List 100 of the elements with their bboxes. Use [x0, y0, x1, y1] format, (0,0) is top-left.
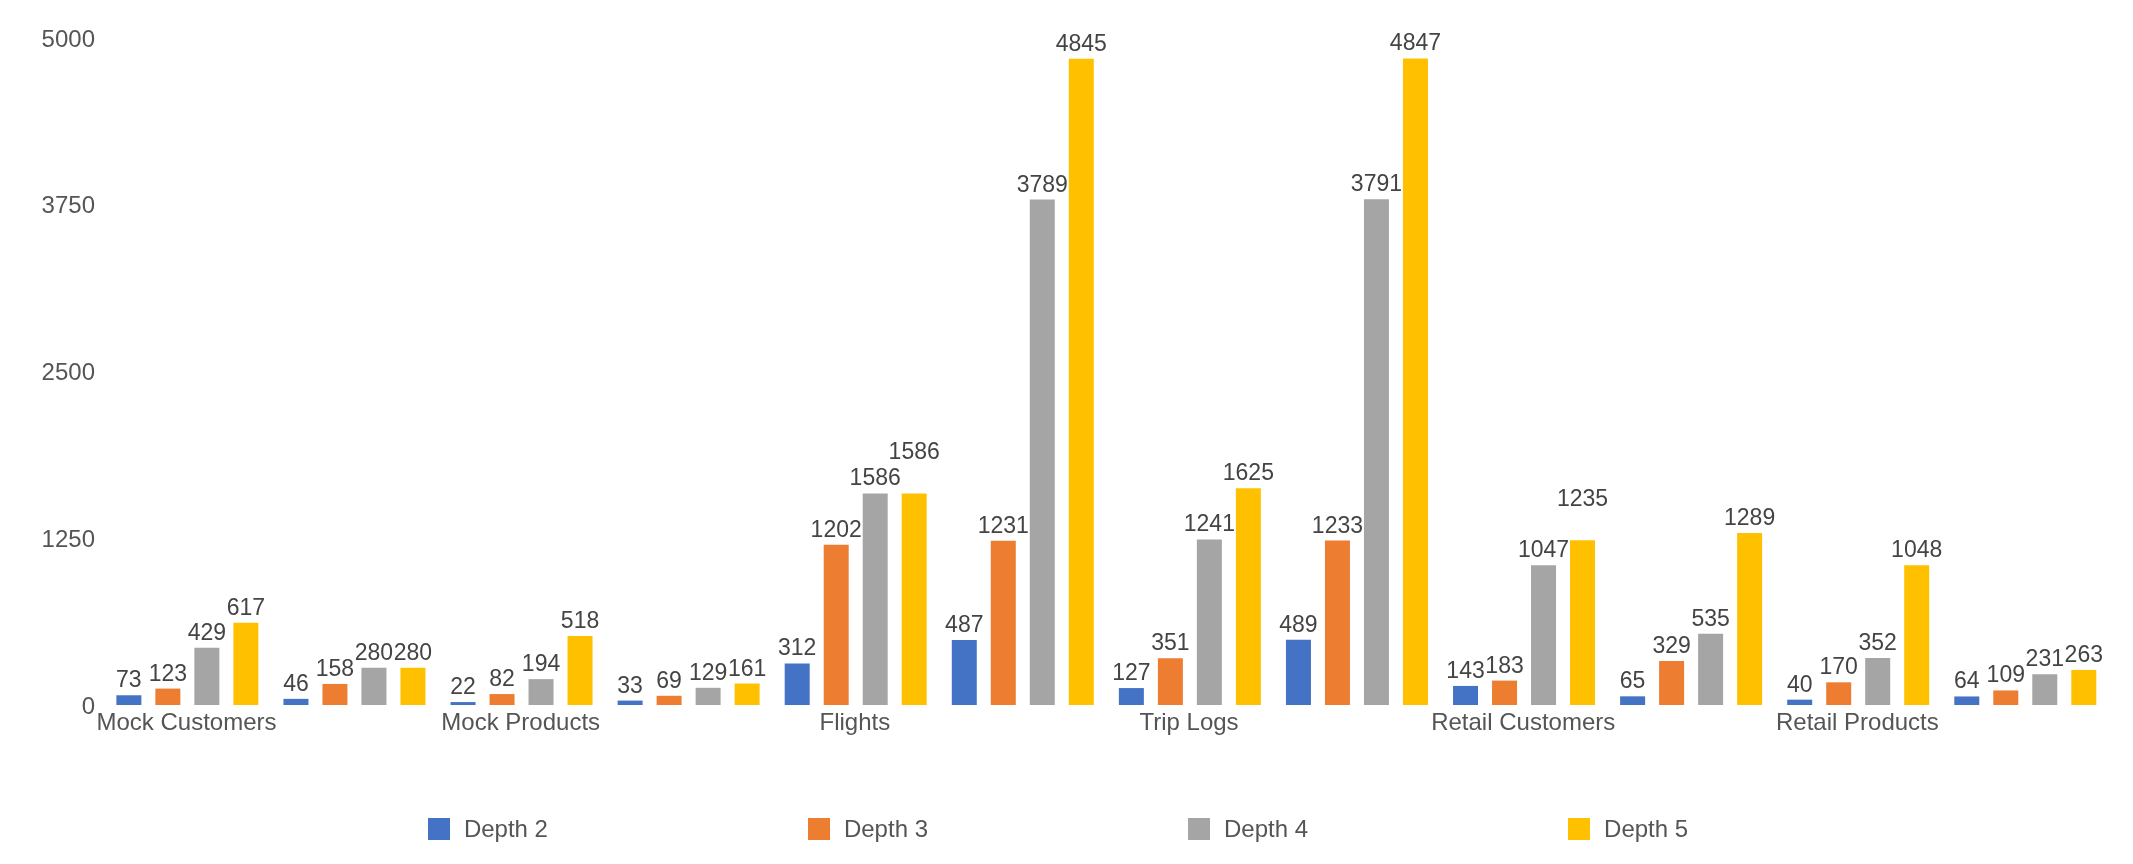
x-tick-label: Mock Customers [96, 708, 277, 736]
y-tick-label: 1250 [41, 524, 95, 552]
bar [823, 544, 849, 705]
data-label: 231 [2025, 645, 2064, 672]
bar [1196, 539, 1222, 705]
bar [1402, 58, 1428, 705]
legend-label: Depth 3 [843, 815, 928, 843]
bar [1954, 696, 1980, 705]
data-label: 1231 [977, 511, 1029, 538]
data-label: 1625 [1222, 459, 1274, 486]
y-tick-label: 3750 [41, 191, 95, 219]
data-label: 64 [1953, 667, 1980, 694]
data-label: 280 [393, 638, 433, 665]
bar [2071, 669, 2097, 705]
legend-label: Depth 2 [463, 815, 548, 843]
data-label: 351 [1151, 629, 1190, 656]
bar [1993, 690, 2019, 705]
data-label: 22 [450, 673, 476, 700]
data-label: 3791 [1350, 170, 1403, 197]
data-label: 158 [315, 654, 355, 681]
data-label: 46 [283, 669, 309, 696]
data-label: 1241 [1183, 510, 1235, 537]
x-tick-label: Retail Customers [1431, 708, 1616, 736]
legend-label: Depth 5 [1604, 815, 1689, 843]
bar [1453, 685, 1479, 705]
bar [233, 622, 259, 705]
data-label: 69 [656, 666, 682, 693]
data-label: 4847 [1389, 29, 1442, 56]
x-tick-label: Trip Logs [1139, 708, 1239, 736]
data-label: 617 [226, 593, 266, 620]
bar [1531, 565, 1557, 705]
data-label: 129 [688, 658, 728, 685]
bar [283, 698, 309, 705]
bar [361, 667, 387, 705]
data-label: 73 [116, 666, 142, 693]
data-label: 1048 [1891, 536, 1943, 563]
data-label: 352 [1858, 629, 1897, 656]
data-label: 3789 [1016, 170, 1068, 197]
bar [1068, 58, 1094, 705]
x-tick-label: Flights [819, 708, 891, 736]
bar [1659, 661, 1685, 705]
bar [1118, 688, 1144, 705]
bar [1620, 696, 1646, 705]
data-label: 329 [1652, 632, 1691, 659]
data-label: 1235 [1556, 485, 1609, 512]
data-label: 1289 [1724, 504, 1776, 531]
data-label: 535 [1691, 604, 1730, 631]
bar [1865, 658, 1891, 705]
data-label: 1202 [810, 515, 862, 542]
bar [1492, 680, 1518, 705]
data-label: 33 [617, 671, 643, 698]
bar [1285, 639, 1311, 705]
data-label: 1586 [888, 438, 940, 465]
bar [1904, 565, 1930, 705]
data-label: 1586 [849, 464, 901, 491]
data-label: 82 [489, 665, 515, 692]
bar [1029, 199, 1055, 705]
data-label: 123 [148, 659, 188, 686]
bar [528, 679, 554, 705]
bar [695, 687, 721, 705]
data-label: 161 [727, 654, 767, 681]
bar [1737, 533, 1763, 705]
bar [656, 695, 682, 705]
y-tick-label: 2500 [41, 358, 95, 386]
bar [1235, 488, 1261, 705]
data-label: 170 [1819, 653, 1858, 680]
bar [155, 688, 181, 705]
data-label: 183 [1485, 651, 1524, 678]
x-tick-label: Mock Products [441, 708, 601, 736]
data-label: 487 [945, 611, 984, 638]
bar [322, 683, 348, 705]
legend-label: Depth 4 [1224, 815, 1309, 843]
bar [116, 695, 142, 705]
bar [489, 694, 515, 705]
x-tick-label: Retail Products [1776, 708, 1939, 736]
bar [784, 663, 810, 705]
bar [1570, 540, 1596, 705]
bar [862, 493, 888, 705]
data-label: 194 [521, 650, 561, 677]
data-label: 4845 [1055, 29, 1107, 56]
bar [1698, 633, 1724, 705]
bar [1157, 658, 1183, 705]
bar [567, 635, 593, 705]
data-label: 429 [187, 618, 227, 645]
bar [990, 540, 1016, 705]
bar [617, 700, 643, 705]
data-label: 65 [1619, 667, 1646, 694]
bar [1363, 199, 1389, 705]
y-tick-label: 5000 [41, 24, 95, 52]
data-label: 518 [560, 606, 600, 633]
bar [400, 667, 426, 705]
bar [1787, 699, 1813, 705]
bar [450, 702, 476, 705]
bar [194, 647, 220, 705]
data-label: 489 [1279, 610, 1318, 637]
data-label: 280 [354, 638, 394, 665]
data-label: 40 [1786, 670, 1813, 697]
bar [734, 683, 760, 705]
data-label: 109 [1986, 661, 2025, 688]
bar [1826, 682, 1852, 705]
